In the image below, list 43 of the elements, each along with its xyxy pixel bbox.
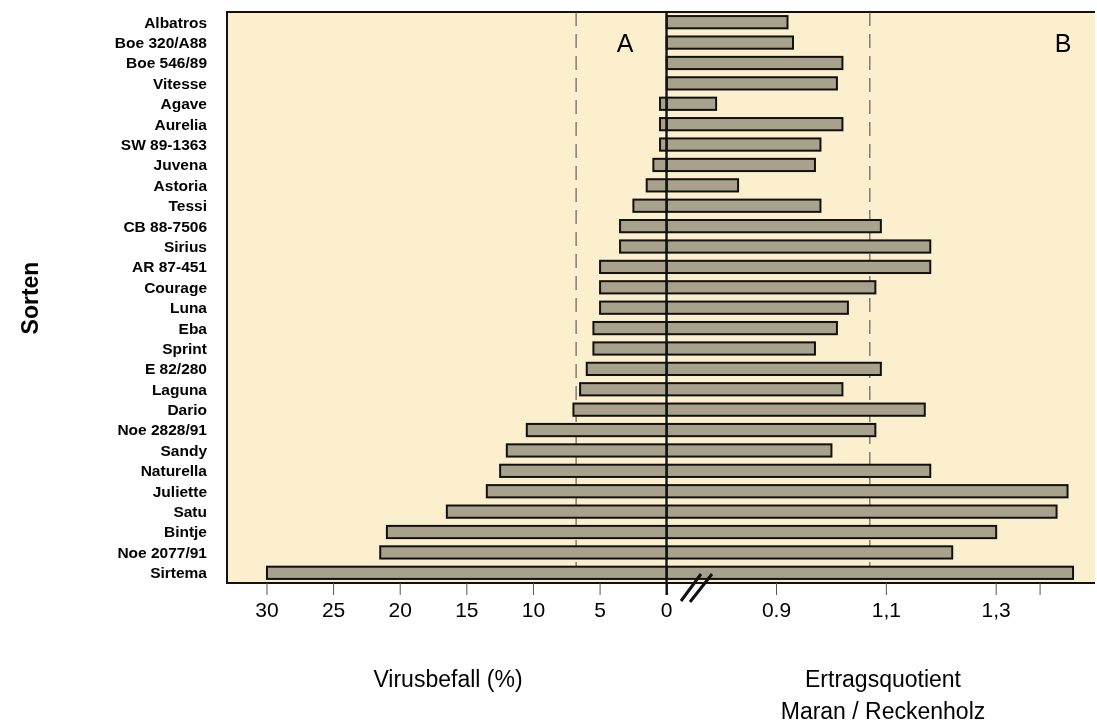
y-tick-label: Eba xyxy=(178,319,208,337)
x-tick-label: 30 xyxy=(255,598,279,621)
y-tick-label: Sandy xyxy=(160,441,208,459)
x-axis-title: Virusbefall (%) xyxy=(373,666,523,692)
y-tick-label: SW 89-1363 xyxy=(120,135,208,153)
y-tick-label: Satu xyxy=(173,503,207,521)
y-tick-label: Boe 546/89 xyxy=(126,54,208,72)
y-tick-label: Albatros xyxy=(144,13,207,31)
y-tick-label: E 82/280 xyxy=(144,360,207,378)
y-tick-label: Juliette xyxy=(152,482,208,500)
annotation: B xyxy=(1054,29,1072,57)
y-tick-label: Sirius xyxy=(163,237,207,255)
y-tick-label: AR 87-451 xyxy=(132,258,208,276)
y-tick-label: Dario xyxy=(167,401,207,419)
y-tick-label: Juvena xyxy=(153,156,208,174)
y-tick-label: Agave xyxy=(160,95,208,113)
y-tick-label: Aurelia xyxy=(154,115,208,133)
y-tick-label: Boe 320/A88 xyxy=(114,34,208,52)
y-tick-label: Noe 2828/91 xyxy=(117,421,208,439)
y-tick-label: Luna xyxy=(169,299,208,317)
y-tick-label: Laguna xyxy=(151,380,208,398)
y-tick-label: Noe 2077/91 xyxy=(117,543,208,561)
x-tick-label: 15 xyxy=(455,598,479,621)
x-tick-label: 5 xyxy=(594,598,606,621)
x-tick-label: 0 xyxy=(660,598,673,621)
x-tick-label: 25 xyxy=(321,598,346,621)
x-tick-label: 0.9 xyxy=(761,598,792,621)
y-tick-label: Astoria xyxy=(153,176,208,194)
x-tick-label: 20 xyxy=(388,598,412,621)
y-axis-title: Sorten xyxy=(17,261,43,335)
x-tick-label: 1,3 xyxy=(981,598,1011,621)
y-tick-label: Bintje xyxy=(163,523,208,541)
annotation: A xyxy=(616,29,634,57)
y-tick-label: Courage xyxy=(144,278,208,296)
y-tick-label: Naturella xyxy=(140,462,208,480)
y-tick-label: Sirtema xyxy=(150,564,208,582)
y-tick-label: Tessi xyxy=(168,197,207,215)
y-tick-label: CB 88-7506 xyxy=(123,217,208,235)
y-tick-label: Vitesse xyxy=(152,74,208,92)
x-tick-label: 10 xyxy=(521,598,546,621)
x-tick-label: 1,1 xyxy=(871,598,901,621)
y-tick-label: Sprint xyxy=(162,339,207,357)
x-axis-title: Ertragsquotient Maran / Reckenholz xyxy=(780,666,986,724)
